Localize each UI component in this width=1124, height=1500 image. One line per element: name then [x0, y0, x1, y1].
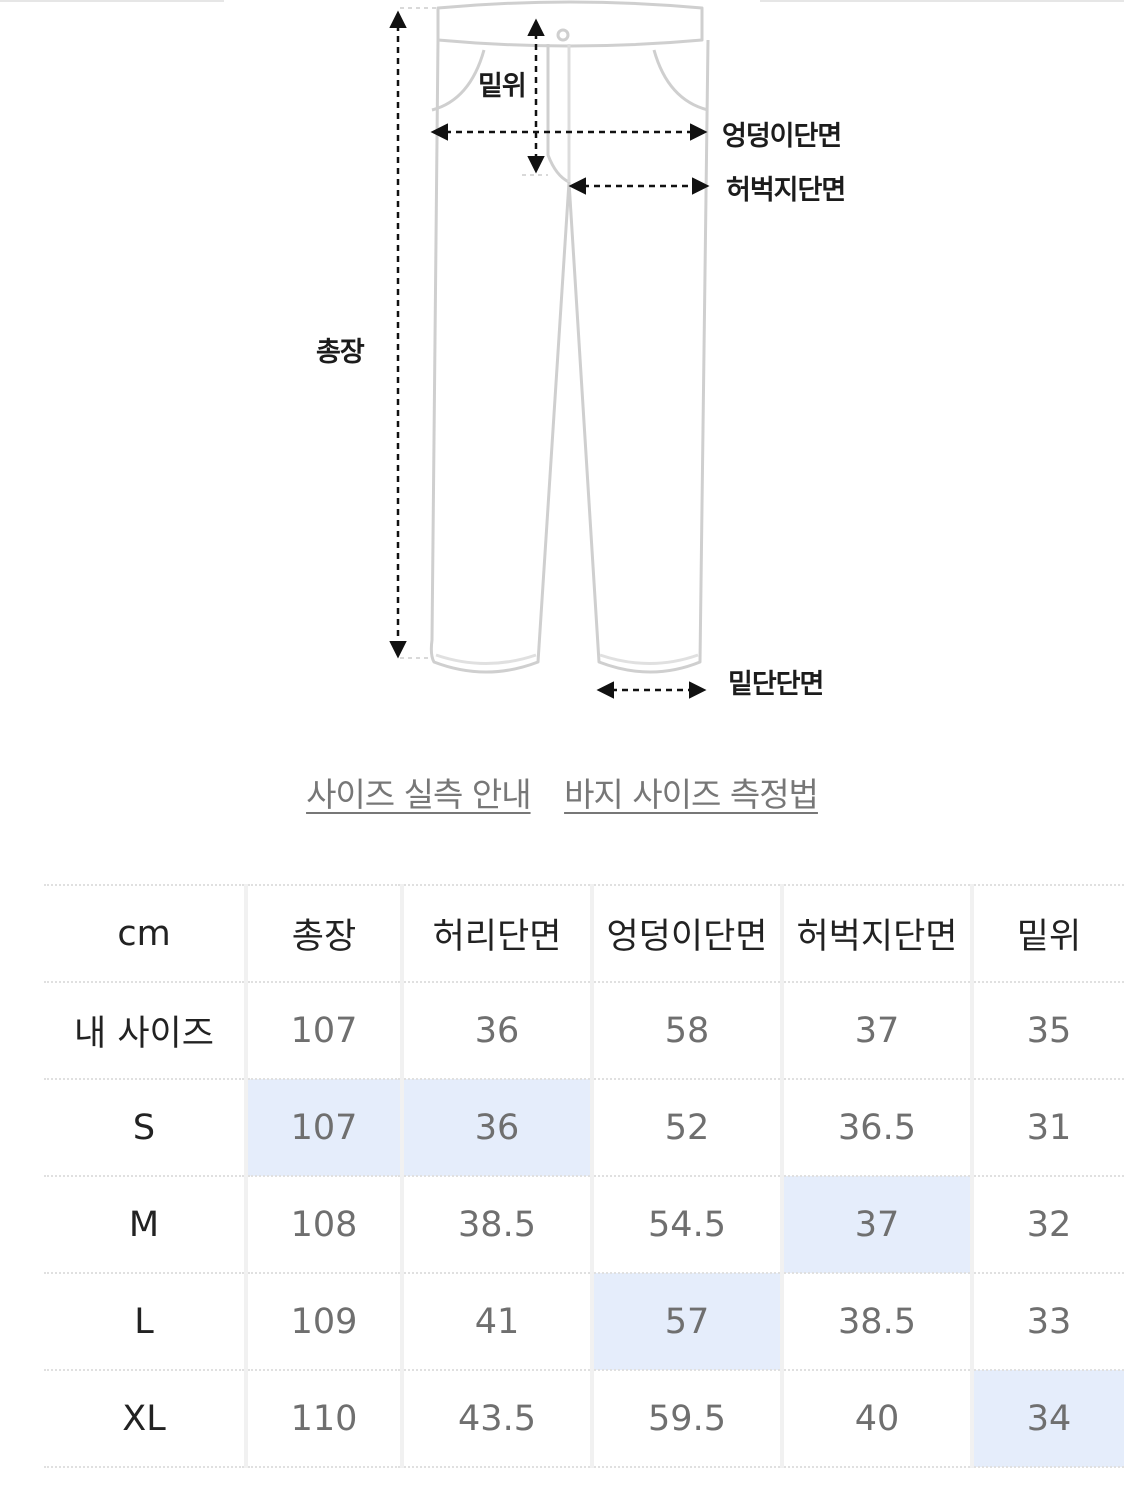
measure-method-link[interactable]: 바지 사이즈 측정법: [564, 775, 819, 814]
table-cell: 107: [244, 982, 402, 1080]
table-cell: 38.5: [780, 1273, 972, 1371]
table-row: 내 사이즈 107 36 58 37 35: [44, 982, 1124, 1080]
row-label-my-size: 내 사이즈: [44, 982, 246, 1080]
pants-outline-icon: [429, 0, 710, 674]
table-cell: 36: [400, 982, 592, 1080]
table-cell: 37: [780, 982, 972, 1080]
guide-links: 사이즈 실측 안내 바지 사이즈 측정법: [0, 768, 1124, 816]
table-cell: 58: [590, 982, 782, 1080]
header-waist: 허리단면: [400, 884, 592, 983]
header-total-length: 총장: [244, 884, 402, 983]
table-cell: 31: [970, 1079, 1124, 1177]
table-cell: 110: [244, 1370, 402, 1468]
table-cell-highlighted: 34: [970, 1370, 1124, 1468]
top-divider-left: [0, 0, 224, 2]
table-cell: 33: [970, 1273, 1124, 1371]
table-cell-highlighted: 107: [244, 1079, 402, 1177]
top-divider-right: [760, 0, 1124, 2]
table-row: L 109 41 57 38.5 33: [44, 1273, 1124, 1371]
table-cell: 36.5: [780, 1079, 972, 1177]
label-hip: 엉덩이단면: [722, 121, 842, 152]
table-cell: 54.5: [590, 1176, 782, 1274]
table-cell: 52: [590, 1079, 782, 1177]
table-row: XL 110 43.5 59.5 40 34: [44, 1370, 1124, 1468]
table-cell: 108: [244, 1176, 402, 1274]
table-cell: 59.5: [590, 1370, 782, 1468]
table-cell: 38.5: [400, 1176, 592, 1274]
row-label-s: S: [44, 1079, 246, 1177]
label-rise: 밑위: [478, 71, 527, 102]
table-cell-highlighted: 36: [400, 1079, 592, 1177]
size-table: cm 총장 허리단면 엉덩이단면 허벅지단면 밑위 내 사이즈 107 36 5…: [44, 884, 1124, 1468]
label-total-length: 총장: [316, 337, 365, 368]
label-thigh: 허벅지단면: [726, 175, 846, 206]
table-cell-highlighted: 37: [780, 1176, 972, 1274]
row-label-xl: XL: [44, 1370, 246, 1468]
table-cell: 109: [244, 1273, 402, 1371]
row-label-l: L: [44, 1273, 246, 1371]
header-thigh: 허벅지단면: [780, 884, 972, 983]
table-cell: 41: [400, 1273, 592, 1371]
table-row: S 107 36 52 36.5 31: [44, 1079, 1124, 1177]
table-cell: 32: [970, 1176, 1124, 1274]
table-cell: 40: [780, 1370, 972, 1468]
header-unit: cm: [44, 884, 246, 983]
size-guide-link[interactable]: 사이즈 실측 안내: [306, 775, 531, 814]
table-cell: 43.5: [400, 1370, 592, 1468]
table-cell: 35: [970, 982, 1124, 1080]
row-label-m: M: [44, 1176, 246, 1274]
header-hip: 엉덩이단면: [590, 884, 782, 983]
table-cell-highlighted: 57: [590, 1273, 782, 1371]
table-header-row: cm 총장 허리단면 엉덩이단면 허벅지단면 밑위: [44, 884, 1124, 983]
label-hem: 밑단단면: [728, 669, 824, 700]
header-rise: 밑위: [970, 884, 1124, 983]
table-row: M 108 38.5 54.5 37 32: [44, 1176, 1124, 1274]
